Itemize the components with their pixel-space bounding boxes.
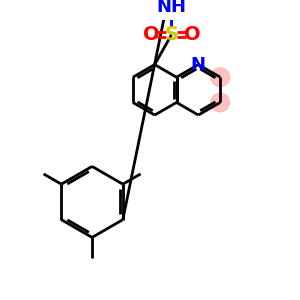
Text: NH: NH bbox=[157, 0, 187, 16]
Text: N: N bbox=[191, 56, 206, 74]
Text: O: O bbox=[142, 25, 159, 44]
Text: S: S bbox=[164, 25, 178, 44]
Circle shape bbox=[211, 68, 230, 87]
Text: O: O bbox=[184, 25, 200, 44]
Circle shape bbox=[211, 93, 230, 112]
